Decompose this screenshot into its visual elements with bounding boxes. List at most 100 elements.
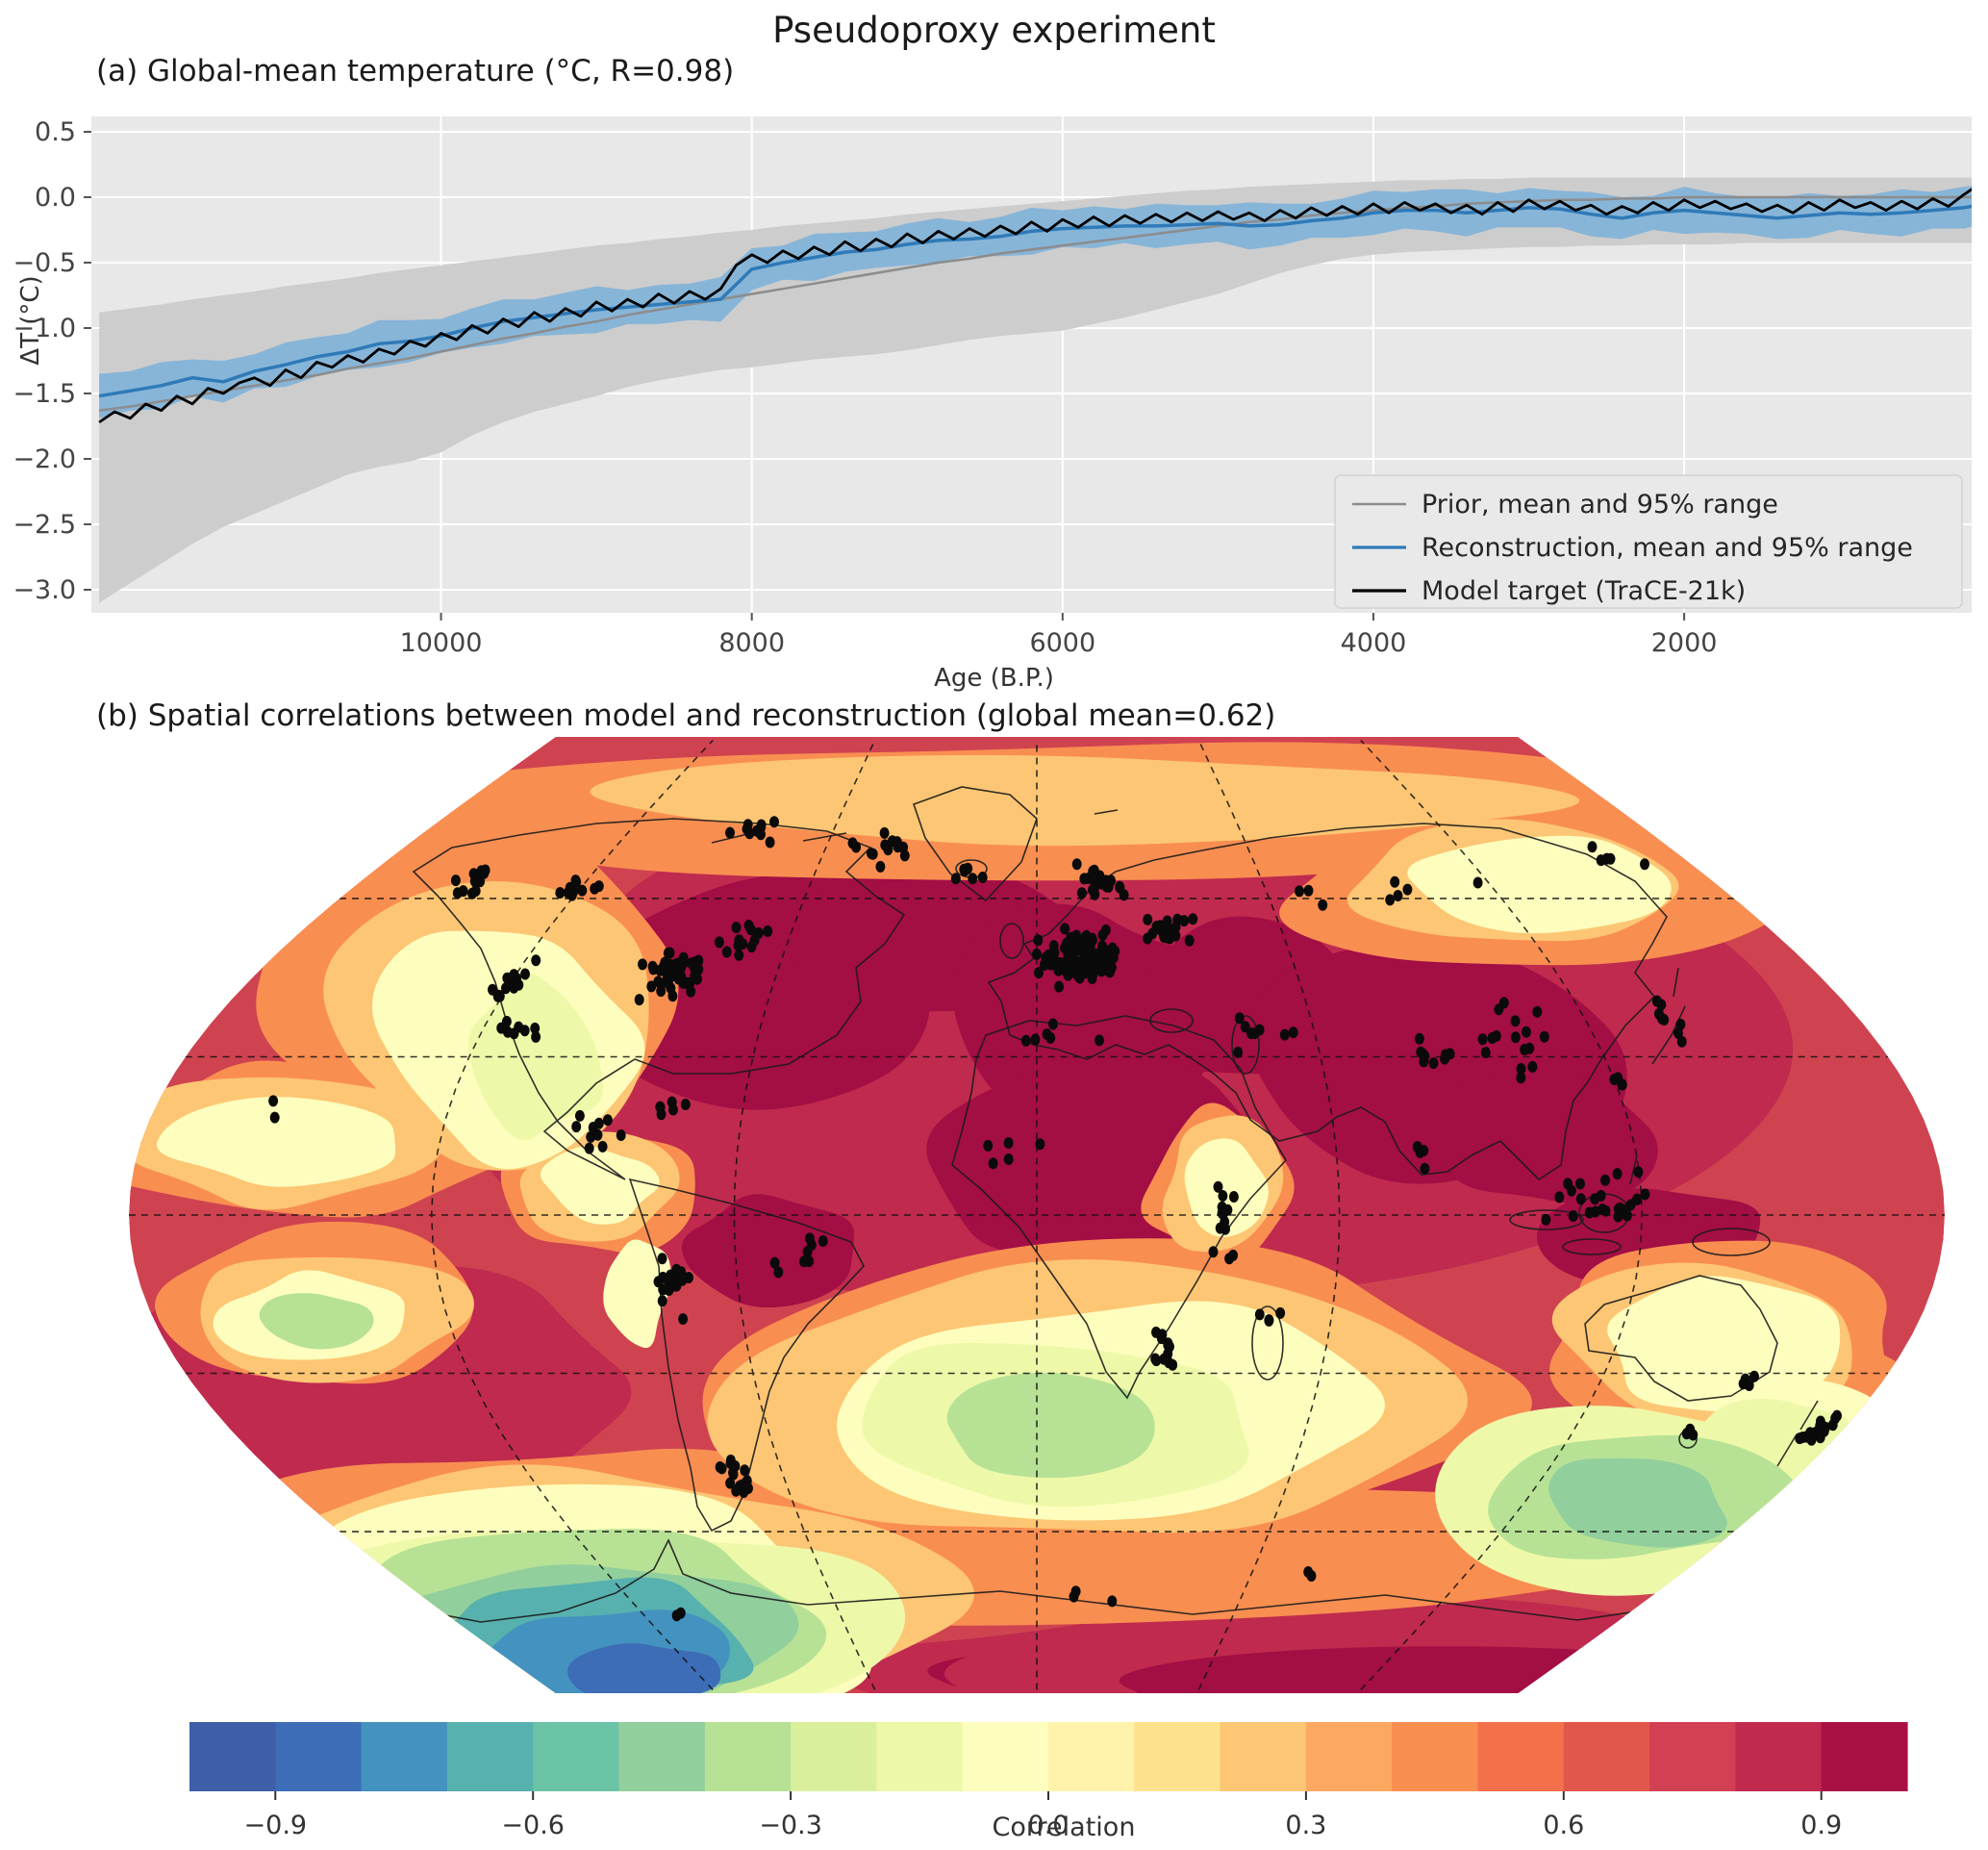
proxy-dot	[450, 874, 461, 887]
proxy-dot	[1385, 894, 1396, 906]
proxy-dot	[1220, 1216, 1230, 1228]
proxy-dot	[1390, 875, 1400, 888]
proxy-dot	[1418, 1048, 1427, 1059]
colorbar-segment	[533, 1722, 620, 1791]
proxy-dot	[676, 971, 687, 983]
proxy-dot	[960, 865, 970, 877]
proxy-dot	[763, 925, 773, 937]
proxy-dot	[731, 1484, 742, 1497]
correlation-region	[1439, 1068, 1658, 1204]
colorbar-segment	[1048, 1722, 1135, 1791]
proxy-dot	[634, 994, 644, 1006]
colorbar-segment	[876, 1722, 964, 1791]
proxy-dot	[563, 886, 573, 899]
proxy-dot	[1521, 1026, 1531, 1038]
proxy-dot	[1801, 1431, 1812, 1443]
proxy-dot	[530, 1022, 541, 1034]
proxy-dot	[1491, 1029, 1501, 1042]
proxy-dot	[818, 1235, 828, 1247]
proxy-dot	[494, 990, 505, 1002]
global-mean-temperature-chart: 0.5 0.0 −0.5 −1.0 −1.5 −2.0 −2.5 −3.0 10000 8000 6…	[13, 116, 1972, 658]
proxy-dot	[1590, 1193, 1600, 1205]
colorbar-segment	[275, 1722, 363, 1791]
legend-item-label: Prior, mean and 95% range	[1422, 490, 1778, 520]
map-content	[129, 737, 1945, 1693]
y-tick-label: 0.5	[35, 117, 76, 147]
proxy-dot	[638, 958, 647, 971]
proxy-dot	[1070, 1585, 1081, 1598]
proxy-dot	[1264, 1314, 1274, 1327]
proxy-dot	[1233, 1046, 1244, 1058]
proxy-dot	[1071, 858, 1082, 871]
y-tick-label: −2.5	[13, 510, 76, 540]
proxy-dot	[1532, 1005, 1543, 1018]
proxy-dot	[1749, 1370, 1759, 1382]
proxy-dot	[680, 1099, 691, 1110]
proxy-dot	[1049, 955, 1060, 968]
proxy-dot	[577, 884, 588, 897]
colorbar-tick-label: 0.3	[1285, 1811, 1326, 1840]
proxy-dot	[1079, 873, 1090, 885]
proxy-dot	[1095, 1034, 1104, 1047]
proxy-dot	[1003, 1153, 1014, 1165]
proxy-dot	[1539, 1030, 1549, 1043]
proxy-dot	[1213, 1180, 1223, 1193]
proxy-dot	[1609, 1074, 1620, 1085]
proxy-dot	[847, 837, 858, 849]
proxy-dot	[875, 860, 886, 873]
proxy-dot	[802, 1246, 813, 1258]
colorbar-segments	[189, 1722, 1908, 1791]
proxy-dot	[1428, 1057, 1439, 1070]
proxy-dot	[1472, 876, 1483, 889]
colorbar-segment	[704, 1722, 792, 1791]
proxy-dot	[656, 985, 667, 998]
proxy-dot	[1303, 884, 1314, 897]
proxy-dot	[745, 924, 756, 936]
proxy-dot	[531, 954, 541, 967]
proxy-dot	[570, 874, 581, 887]
proxy-dot	[1575, 1178, 1585, 1190]
proxy-dot	[1554, 1191, 1565, 1204]
proxy-dot	[1516, 1072, 1526, 1084]
proxy-dot	[646, 980, 657, 993]
colorbar-tick-label: 0.9	[1800, 1811, 1842, 1840]
proxy-dot	[574, 1109, 585, 1122]
legend-item-label: Reconstruction, mean and 95% range	[1422, 533, 1913, 563]
colorbar-segment	[1305, 1722, 1393, 1791]
proxy-dot	[879, 826, 890, 839]
correlation-region	[1184, 1138, 1269, 1237]
colorbar-segment	[189, 1722, 276, 1791]
legend-box	[1334, 474, 1963, 609]
proxy-dot	[725, 826, 735, 839]
proxy-dot	[1625, 1199, 1636, 1211]
proxy-dot	[1601, 852, 1612, 865]
proxy-dot	[571, 1121, 582, 1133]
proxy-dot	[1568, 1210, 1578, 1222]
proxy-dot	[744, 827, 755, 840]
proxy-dot	[667, 990, 678, 1002]
proxy-dot	[1158, 920, 1169, 932]
colorbar-ticks	[274, 1791, 1823, 1800]
proxy-dot	[1685, 1423, 1696, 1435]
proxy-dot	[488, 983, 497, 996]
proxy-dot	[1054, 980, 1065, 993]
panel-b-title: (b) Spatial correlations between model a…	[96, 698, 1276, 733]
proxy-dot	[520, 968, 530, 980]
proxy-dot	[1228, 1191, 1239, 1203]
proxy-dot	[725, 1477, 736, 1489]
proxy-dot	[593, 880, 604, 893]
proxy-dot	[1617, 1078, 1627, 1091]
proxy-dot	[1106, 874, 1116, 887]
colorbar-segment	[1563, 1722, 1650, 1791]
proxy-dot	[684, 1272, 693, 1283]
colorbar-segment	[962, 1722, 1049, 1791]
figure-title: Pseudoproxy experiment	[772, 10, 1216, 51]
proxy-dot	[734, 949, 744, 961]
spatial-correlation-map	[129, 737, 1945, 1693]
proxy-dot	[968, 873, 978, 885]
x-tick-label: 8000	[718, 628, 785, 658]
proxy-dot	[715, 1461, 725, 1473]
proxy-dot	[671, 1609, 682, 1622]
proxy-dot	[1163, 1337, 1173, 1350]
